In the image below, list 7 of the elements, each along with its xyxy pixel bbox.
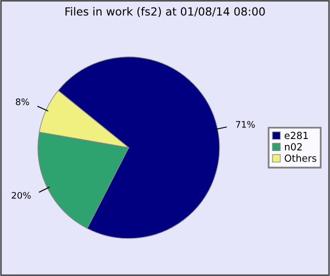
legend-label: e281 — [284, 132, 308, 140]
data-label: 71% — [236, 120, 255, 128]
chart-title: Files in work (fs2) at 01/08/14 08:00 — [66, 7, 265, 17]
data-label: 20% — [12, 192, 31, 199]
data-label: 8% — [16, 98, 30, 106]
legend-label: n02 — [285, 143, 302, 150]
legend-label: Others — [284, 154, 316, 162]
